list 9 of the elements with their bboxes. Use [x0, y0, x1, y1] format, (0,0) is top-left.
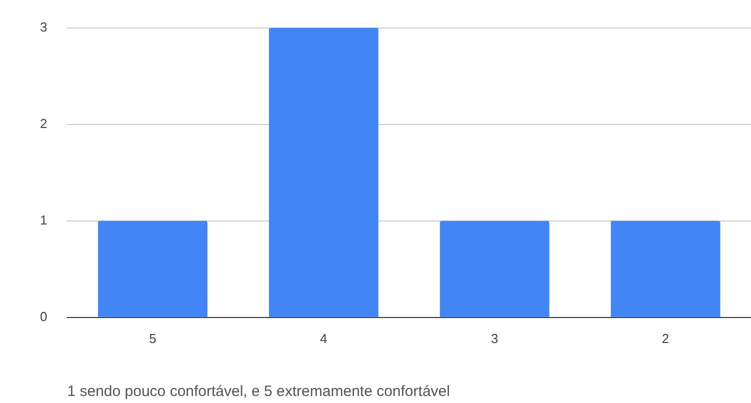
x-tick-label: 3 [490, 330, 498, 346]
y-tick-label: 2 [40, 116, 48, 131]
x-tick-label: 2 [662, 330, 670, 346]
y-tick-label: 1 [40, 212, 48, 228]
y-tick-label: 3 [40, 19, 48, 34]
x-tick-label: 4 [320, 330, 328, 346]
y-tick-label: 0 [40, 308, 48, 324]
x-axis-title: 1 sendo pouco confortável, e 5 extremamente confortável [67, 383, 450, 400]
x-tick-label: 5 [149, 330, 156, 346]
